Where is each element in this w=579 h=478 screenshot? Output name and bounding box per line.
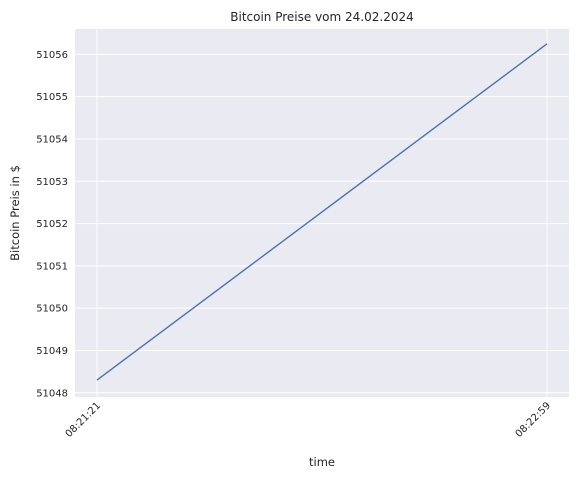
y-tick-label: 51050 (36, 304, 68, 315)
chart-title: Bitcoin Preise vom 24.02.2024 (230, 10, 413, 24)
y-tick-label: 51052 (36, 219, 68, 230)
x-gridlines (96, 29, 548, 397)
y-tick-labels: 51048 51049 51050 51051 51052 51053 51054 51055… (36, 50, 68, 399)
x-tick-label: 08:22:59 (514, 400, 554, 440)
series-line (96, 43, 548, 381)
x-tick-label: 08:21:21 (64, 400, 104, 440)
y-tick-label: 51056 (36, 50, 68, 61)
y-axis-label: Bitcoin Preis in $ (8, 165, 22, 261)
y-gridlines (75, 53, 569, 394)
y-tick-label: 51048 (36, 388, 68, 399)
x-axis-label: time (309, 455, 335, 469)
y-tick-label: 51053 (36, 177, 68, 188)
series-layer (96, 43, 548, 381)
y-tick-label: 51051 (36, 261, 68, 272)
x-tick-labels: 08:21:21 08:22:59 (64, 400, 554, 440)
y-tick-label: 51055 (36, 92, 68, 103)
y-tick-label: 51049 (36, 346, 68, 357)
y-tick-label: 51054 (36, 134, 68, 145)
